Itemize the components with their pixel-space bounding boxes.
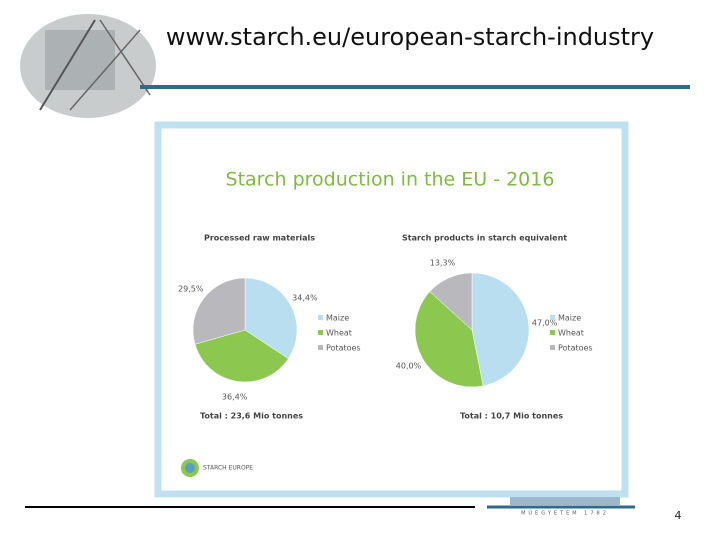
header-photo — [20, 14, 156, 118]
pie-slice — [194, 329, 289, 383]
legend-label: Potatoes — [558, 344, 593, 353]
legend-label: Potatoes — [326, 344, 361, 353]
pie-total: Total : 10,7 Mio tonnes — [460, 412, 563, 421]
pie-title: Starch products in starch equivalent — [402, 234, 567, 243]
pie-title: Processed raw materials — [204, 234, 315, 243]
legend-label: Wheat — [558, 329, 584, 338]
legend-label: Maize — [326, 314, 349, 323]
legend-swatch — [318, 330, 323, 335]
pie-slice — [192, 277, 246, 345]
legend-swatch — [318, 315, 323, 320]
slice-label: 36,4% — [222, 393, 248, 402]
legend-swatch — [550, 345, 555, 350]
header-url: www.starch.eu/european-starch-industry — [166, 23, 654, 51]
pie-slice — [414, 291, 484, 388]
figure-title: Starch production in the EU - 2016 — [226, 169, 555, 191]
slice-label: 47,0% — [532, 318, 558, 327]
legend-label: Maize — [558, 314, 581, 323]
logo-text: STARCH EUROPE — [203, 465, 253, 472]
legend-swatch — [318, 345, 323, 350]
logo: STARCH EUROPE — [181, 459, 253, 477]
slice-label: 40,0% — [396, 361, 422, 370]
slice-label: 34,4% — [292, 293, 318, 302]
legend-label: Wheat — [326, 329, 352, 338]
footer-logo-graphic — [510, 497, 620, 505]
pie-slice — [471, 272, 530, 387]
page-number: 4 — [675, 509, 682, 522]
pie-slice — [429, 272, 473, 331]
slice-label: 13,3% — [430, 259, 456, 268]
legend-swatch — [550, 330, 555, 335]
footer-logo-text: MŰEGYETEM 1782 — [521, 510, 609, 517]
pie-total: Total : 23,6 Mio tonnes — [200, 412, 303, 421]
slice-label: 29,5% — [178, 285, 204, 294]
legend-swatch — [550, 315, 555, 320]
